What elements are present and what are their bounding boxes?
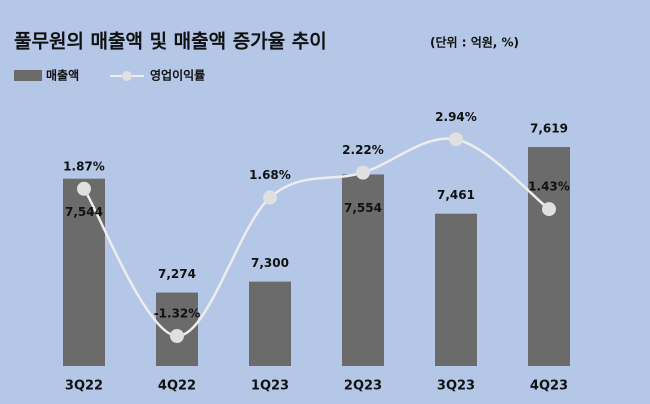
bar — [249, 281, 291, 366]
legend-marker — [122, 71, 132, 81]
bar-value-label: 7,300 — [251, 256, 289, 270]
bar-value-label: 7,274 — [158, 267, 196, 281]
legend-swatch — [14, 70, 42, 81]
bar-value-label: 7,619 — [530, 122, 568, 136]
bar — [342, 174, 384, 366]
line-marker — [263, 190, 277, 205]
x-tick-label: 1Q23 — [251, 379, 289, 394]
bar — [528, 147, 570, 366]
line-value-label: 1.68% — [249, 168, 291, 182]
line-value-label: 2.22% — [342, 143, 384, 157]
x-tick-label: 2Q23 — [344, 379, 382, 394]
legend-label: 영업이익률 — [150, 68, 205, 83]
x-tick-label: 4Q23 — [530, 379, 568, 394]
bar-value-label: 7,554 — [344, 201, 382, 215]
line-value-label: 1.87% — [63, 159, 105, 173]
x-tick-label: 3Q22 — [65, 379, 103, 394]
line-marker — [77, 181, 91, 196]
bar — [63, 178, 105, 366]
chart-title: 풀무원의 매출액 및 매출액 증가율 추이 — [14, 31, 327, 53]
line-marker — [356, 165, 370, 180]
bar-value-label: 7,461 — [437, 188, 475, 202]
legend-label: 매출액 — [46, 68, 79, 83]
line-marker — [170, 329, 184, 343]
chart-subtitle: (단위 : 억원, %) — [430, 35, 519, 50]
bar — [435, 213, 477, 366]
line-value-label: -1.32% — [154, 307, 201, 321]
line-value-label: 1.43% — [528, 180, 570, 194]
bar-value-label: 7,544 — [65, 205, 103, 219]
x-tick-label: 4Q22 — [158, 379, 196, 394]
x-tick-label: 3Q23 — [437, 379, 475, 394]
line-marker — [542, 202, 556, 217]
line-marker — [449, 132, 463, 147]
line-value-label: 2.94% — [435, 110, 477, 124]
